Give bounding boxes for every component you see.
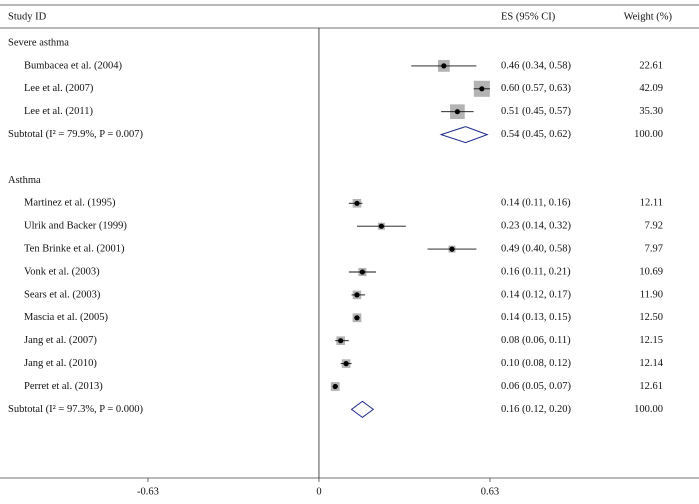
weight-label: 10.69: [639, 266, 663, 277]
weight-label: 12.61: [639, 381, 663, 392]
es-label: 0.51 (0.45, 0.57): [501, 106, 571, 117]
es-label: 0.10 (0.08, 0.12): [501, 358, 571, 369]
column-header: Study ID: [8, 11, 47, 22]
weight-label: 12.15: [639, 335, 663, 346]
es-label: 0.16 (0.11, 0.21): [501, 266, 571, 277]
study-label: Vonk et al. (2003): [24, 266, 100, 277]
es-label: 0.49 (0.40, 0.58): [501, 244, 571, 255]
point-estimate: [354, 200, 360, 206]
point-estimate: [454, 109, 461, 115]
weight-label: 35.30: [639, 106, 663, 117]
point-estimate: [359, 269, 365, 275]
x-tick-label: 0: [316, 486, 321, 497]
point-estimate: [338, 338, 344, 344]
study-label: Ulrik and Backer (1999): [24, 221, 127, 232]
es-label: 0.14 (0.12, 0.17): [501, 289, 571, 300]
es-label: 0.23 (0.14, 0.32): [501, 221, 571, 232]
study-label: Lee et al. (2011): [24, 106, 93, 117]
es-label: 0.60 (0.57, 0.63): [501, 83, 571, 94]
weight-label: 12.50: [639, 312, 663, 323]
subtotal-diamond: [350, 400, 375, 419]
es-label: 0.14 (0.13, 0.15): [501, 312, 571, 323]
study-label: Jang et al. (2010): [24, 358, 97, 369]
weight-label: 7.97: [645, 244, 663, 255]
point-estimate: [343, 361, 349, 367]
subtotal-label: Subtotal (I² = 79.9%, P = 0.007): [8, 129, 144, 140]
study-label: Ten Brinke et al. (2001): [24, 244, 125, 255]
weight-label: 22.61: [639, 60, 663, 71]
study-label: Perret et al. (2013): [24, 381, 103, 392]
group-label: Asthma: [8, 175, 41, 186]
study-label: Mascia et al. (2005): [24, 312, 108, 323]
point-estimate: [354, 315, 360, 321]
weight-label: 7.92: [645, 221, 663, 232]
es-label: 0.06 (0.05, 0.07): [501, 381, 571, 392]
study-label: Sears et al. (2003): [24, 289, 101, 300]
study-label: Martinez et al. (1995): [24, 198, 116, 209]
study-label: Jang et al. (2007): [24, 335, 97, 346]
weight-label: 12.11: [640, 198, 663, 209]
es-label: 0.54 (0.45, 0.62): [501, 129, 571, 140]
point-estimate: [332, 383, 338, 390]
study-label: Bumbacea et al. (2004): [24, 60, 122, 71]
point-estimate: [378, 223, 384, 229]
es-label: 0.46 (0.34, 0.58): [501, 60, 571, 71]
weight-label: 100.00: [634, 404, 663, 415]
es-label: 0.08 (0.06, 0.11): [501, 335, 571, 346]
point-estimate: [354, 292, 360, 298]
point-estimate: [479, 86, 485, 92]
point-estimate: [441, 63, 447, 69]
weight-label: 42.09: [639, 83, 663, 94]
point-estimate: [449, 246, 455, 252]
group-label: Severe asthma: [8, 37, 69, 48]
subtotal-diamond: [439, 126, 489, 144]
es-label: 0.14 (0.11, 0.16): [501, 198, 571, 209]
es-label: 0.16 (0.12, 0.20): [501, 404, 571, 415]
x-tick-label: 0.63: [481, 486, 499, 497]
weight-label: 12.14: [639, 358, 663, 369]
column-header: Weight (%): [624, 11, 673, 22]
weight-label: 100.00: [634, 129, 663, 140]
x-tick-label: -0.63: [137, 486, 159, 497]
study-label: Lee et al. (2007): [24, 83, 94, 94]
column-header: ES (95% CI): [501, 11, 556, 22]
subtotal-label: Subtotal (I² = 97.3%, P = 0.000): [8, 404, 144, 415]
weight-label: 11.90: [640, 289, 663, 300]
